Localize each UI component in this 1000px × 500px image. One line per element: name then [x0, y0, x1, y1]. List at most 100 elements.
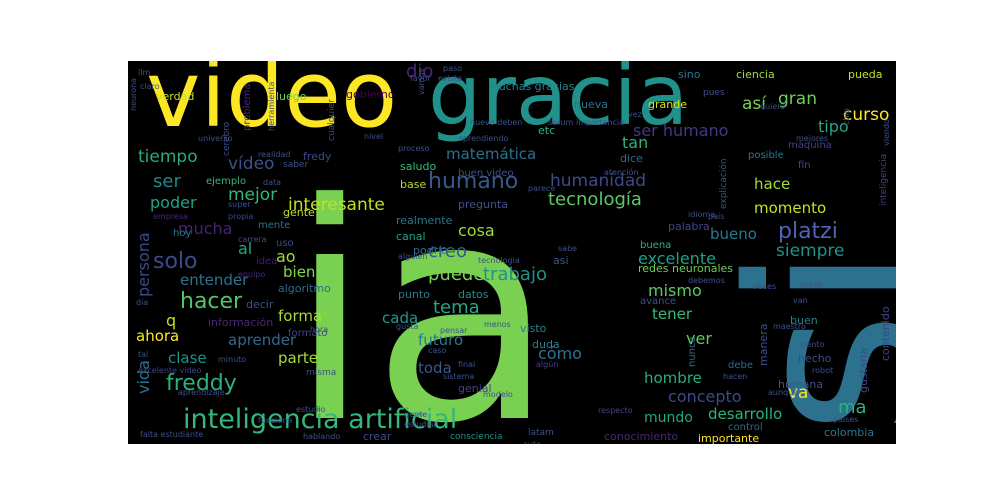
word-trabajo: trabajo	[483, 264, 547, 285]
word-quiero: quiero	[760, 102, 786, 111]
word-entender: entender	[180, 271, 249, 289]
word-tecnología: tecnología	[548, 189, 642, 210]
word-mejor: mejor	[228, 185, 278, 205]
word-latam: latam	[528, 428, 554, 438]
word-buen: buen	[790, 314, 818, 327]
word-algoritmo: algoritmo	[278, 282, 331, 295]
word-puede: puede	[428, 264, 485, 285]
word-fredy: fredy	[303, 150, 332, 163]
word-hace: hace	[754, 175, 791, 193]
word-tema: tema	[433, 297, 480, 318]
word-redes-neuronales: redes neuronales	[638, 262, 734, 275]
word-video: video	[146, 61, 398, 148]
word-información: información	[208, 316, 274, 329]
word-día: día	[136, 298, 149, 307]
word-nueva: nueva	[574, 98, 608, 111]
word-realidad: realidad	[258, 150, 291, 159]
word-llm: llm	[138, 68, 151, 77]
word-maestro: maestro	[773, 322, 806, 331]
word-final: final	[458, 360, 476, 369]
word-pregunta: pregunta	[458, 198, 509, 211]
word-estudio: estudio	[296, 405, 326, 414]
word-mejores: mejores	[796, 134, 829, 143]
word-vez: vez	[628, 110, 642, 119]
word-tan: tan	[622, 133, 649, 152]
word-siento: siento	[800, 340, 825, 349]
word-creo: creo	[428, 241, 467, 262]
word-humanidad: humanidad	[550, 171, 647, 191]
word-formato: formato	[288, 328, 328, 339]
word-bien: bien	[283, 263, 316, 281]
word-fin: fin	[798, 160, 811, 171]
word-tiempo: tiempo	[138, 147, 198, 167]
word-gracia: gracia	[428, 61, 689, 144]
word-favor: favor	[410, 74, 431, 83]
word-canal: canal	[396, 230, 426, 243]
word-gustaria: gustaria	[857, 347, 870, 393]
word-robot: robot	[812, 366, 834, 375]
word-caso: caso	[428, 346, 447, 355]
word-modelo: modelo	[483, 390, 513, 399]
word-hecho: hecho	[798, 352, 832, 365]
word-ejemplo: ejemplo	[206, 176, 247, 187]
word-propia: propia	[228, 212, 254, 221]
word-equipo: equipo	[238, 270, 266, 279]
word-mundo: mundo	[644, 410, 693, 426]
word-grande: grande	[648, 98, 687, 111]
word-gobierno: gobierno	[346, 88, 395, 101]
word-cloud: ia si video gracia inteligencia artificial fr…	[128, 61, 896, 444]
word-minuto: minuto	[218, 355, 247, 364]
word-podría: podría	[413, 244, 449, 257]
word-parte: parte	[278, 349, 318, 367]
word-base: base	[400, 178, 427, 191]
word-matemática: matemática	[446, 145, 537, 163]
word-menos: menos	[484, 320, 511, 329]
word-toda: toda	[418, 359, 452, 377]
word-avance: avance	[640, 296, 677, 307]
word-tal: tal	[138, 350, 149, 359]
word-nivel: nivel	[364, 132, 384, 141]
word-conocimiento: conocimiento	[604, 430, 679, 443]
word-freddy: freddy	[166, 371, 237, 396]
word-inteligencia-artificial: inteligencia artificial	[183, 404, 458, 435]
word-parece: parece	[528, 184, 556, 193]
word-así: así	[742, 94, 766, 114]
word-manera: manera	[757, 323, 770, 366]
word-cómo: cómo	[538, 344, 582, 363]
word-al: al	[238, 239, 253, 258]
word-importancia: importancia	[576, 118, 624, 127]
word-dice: dice	[620, 152, 643, 165]
word-problema: problema	[242, 83, 253, 131]
word-máquina: máquina	[788, 140, 832, 151]
word-proceso: proceso	[398, 144, 430, 153]
word-carrera: carrera	[238, 235, 267, 244]
word-clase: clase	[168, 349, 207, 367]
word-interesante: interesante	[288, 195, 385, 215]
word-solo: solo	[153, 249, 198, 274]
word-tipo: tipo	[818, 117, 849, 136]
word-platzi: platzi	[778, 219, 838, 244]
word-realmente: realmente	[396, 214, 453, 227]
word-sigue: sigue	[800, 280, 822, 289]
word-aunque: aunque	[768, 388, 799, 397]
word-saber: saber	[283, 160, 309, 170]
word-mismo: mismo	[648, 281, 702, 300]
word-respecto: respecto	[598, 406, 633, 415]
word-genial: genial	[458, 382, 492, 395]
word-mucha: mucha	[178, 219, 233, 238]
word-posible: posible	[748, 150, 784, 161]
word-importante: importante	[698, 432, 760, 444]
word-aprendizaje: aprendizaje	[178, 388, 225, 397]
word-ver: ver	[686, 329, 712, 348]
word-idea: idea	[256, 256, 278, 267]
word-chip: chip	[842, 108, 851, 125]
word-dio: dio	[406, 61, 434, 82]
word-ahora: ahora	[136, 327, 180, 345]
word-cada: cada	[382, 309, 419, 327]
word-duda: duda	[532, 338, 560, 351]
word-super: super	[228, 200, 251, 209]
word-gente: gente	[404, 410, 428, 419]
word-explicación: explicación	[719, 158, 729, 209]
word-ao: ao	[276, 247, 296, 266]
word-serum: serum	[548, 118, 574, 127]
